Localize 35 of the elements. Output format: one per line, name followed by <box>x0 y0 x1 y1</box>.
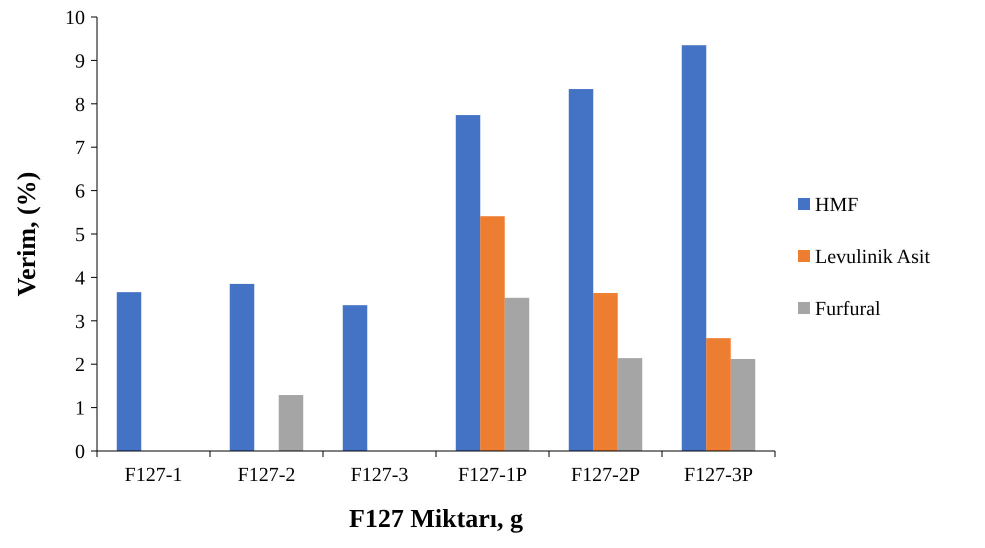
bar <box>618 358 642 451</box>
legend-label: Furfural <box>815 298 881 320</box>
x-tick-label: F127-3P <box>684 464 753 486</box>
y-tick-label: 5 <box>75 224 85 246</box>
bar <box>682 45 706 451</box>
y-tick-label: 0 <box>75 441 85 463</box>
y-tick-label: 4 <box>75 267 85 290</box>
x-tick-label: F127-1 <box>124 464 182 486</box>
bar <box>730 358 756 451</box>
y-tick-label: 9 <box>75 50 85 72</box>
bar <box>456 115 480 451</box>
bar <box>230 284 254 451</box>
x-tick-label: F127-2 <box>238 464 296 486</box>
bar <box>116 292 142 451</box>
legend-label: HMF <box>815 194 858 216</box>
y-tick-label: 8 <box>75 94 85 116</box>
bar <box>568 89 594 451</box>
bar <box>342 305 368 451</box>
bar <box>504 298 530 451</box>
x-tick-label: F127-1P <box>458 464 527 486</box>
y-tick-label: 2 <box>75 354 85 376</box>
y-tick-label: 6 <box>75 180 85 203</box>
y-tick-label: 1 <box>75 398 85 420</box>
bar <box>593 293 618 451</box>
y-axis-title: Verim, (%) <box>12 172 41 296</box>
y-tick-label: 3 <box>75 310 85 333</box>
bar <box>480 216 505 451</box>
x-tick-label: F127-3 <box>350 464 408 486</box>
y-tick-label: 10 <box>65 7 85 29</box>
legend-label: Levulinik Asit <box>815 246 930 268</box>
bar <box>706 338 731 451</box>
x-axis-title: F127 Miktarı, g <box>348 504 524 533</box>
bar <box>278 395 304 451</box>
x-tick-label: F127-2P <box>571 464 640 486</box>
y-tick-label: 7 <box>75 137 85 160</box>
